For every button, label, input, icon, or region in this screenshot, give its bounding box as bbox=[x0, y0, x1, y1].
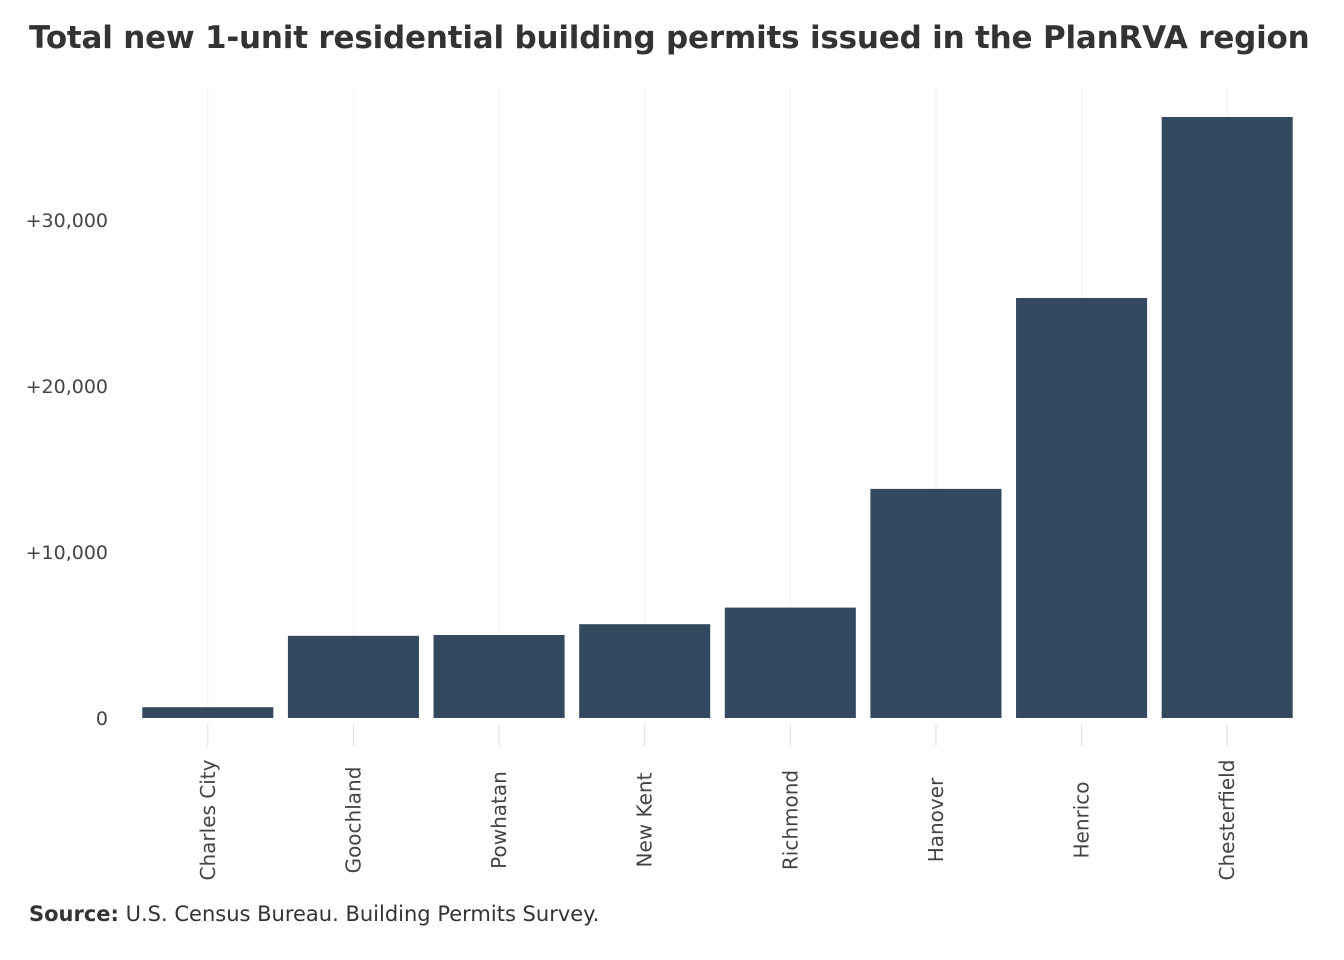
bar-hanover bbox=[870, 488, 1002, 718]
chart-title: Total new 1-unit residential building pe… bbox=[29, 20, 1310, 56]
x-tick-label: Chesterfield bbox=[1215, 760, 1239, 881]
bar-charles-city bbox=[142, 707, 274, 718]
source-text: U.S. Census Bureau. Building Permits Sur… bbox=[118, 902, 600, 926]
x-tick-label: Richmond bbox=[778, 770, 802, 870]
y-tick-label: +20,000 bbox=[26, 376, 108, 398]
y-axis-ticks: 0 +10,000 +20,000 +30,000 bbox=[26, 210, 108, 730]
x-tick-label: Hanover bbox=[924, 777, 948, 862]
source-label: Source: bbox=[29, 902, 119, 926]
bar-goochland bbox=[287, 635, 419, 718]
bar-richmond bbox=[724, 607, 856, 718]
bar-powhatan bbox=[433, 634, 565, 718]
y-tick-label: +10,000 bbox=[26, 542, 108, 564]
x-tick-label: Goochland bbox=[341, 767, 365, 874]
bar-henrico bbox=[1016, 297, 1148, 718]
y-tick-label: 0 bbox=[96, 708, 108, 730]
bar-new-kent bbox=[579, 624, 711, 718]
source-note: Source: U.S. Census Bureau. Building Per… bbox=[29, 902, 599, 926]
x-tick-label: New Kent bbox=[633, 772, 657, 867]
x-tick-label: Henrico bbox=[1070, 781, 1094, 858]
x-tick-label: Charles City bbox=[196, 759, 220, 880]
x-tick-label: Powhatan bbox=[487, 771, 511, 869]
x-axis-ticks: Charles City Goochland Powhatan New Kent Ric… bbox=[196, 724, 1239, 880]
y-tick-label: +30,000 bbox=[26, 210, 108, 232]
bars bbox=[142, 117, 1293, 718]
bar-chesterfield bbox=[1161, 117, 1293, 718]
